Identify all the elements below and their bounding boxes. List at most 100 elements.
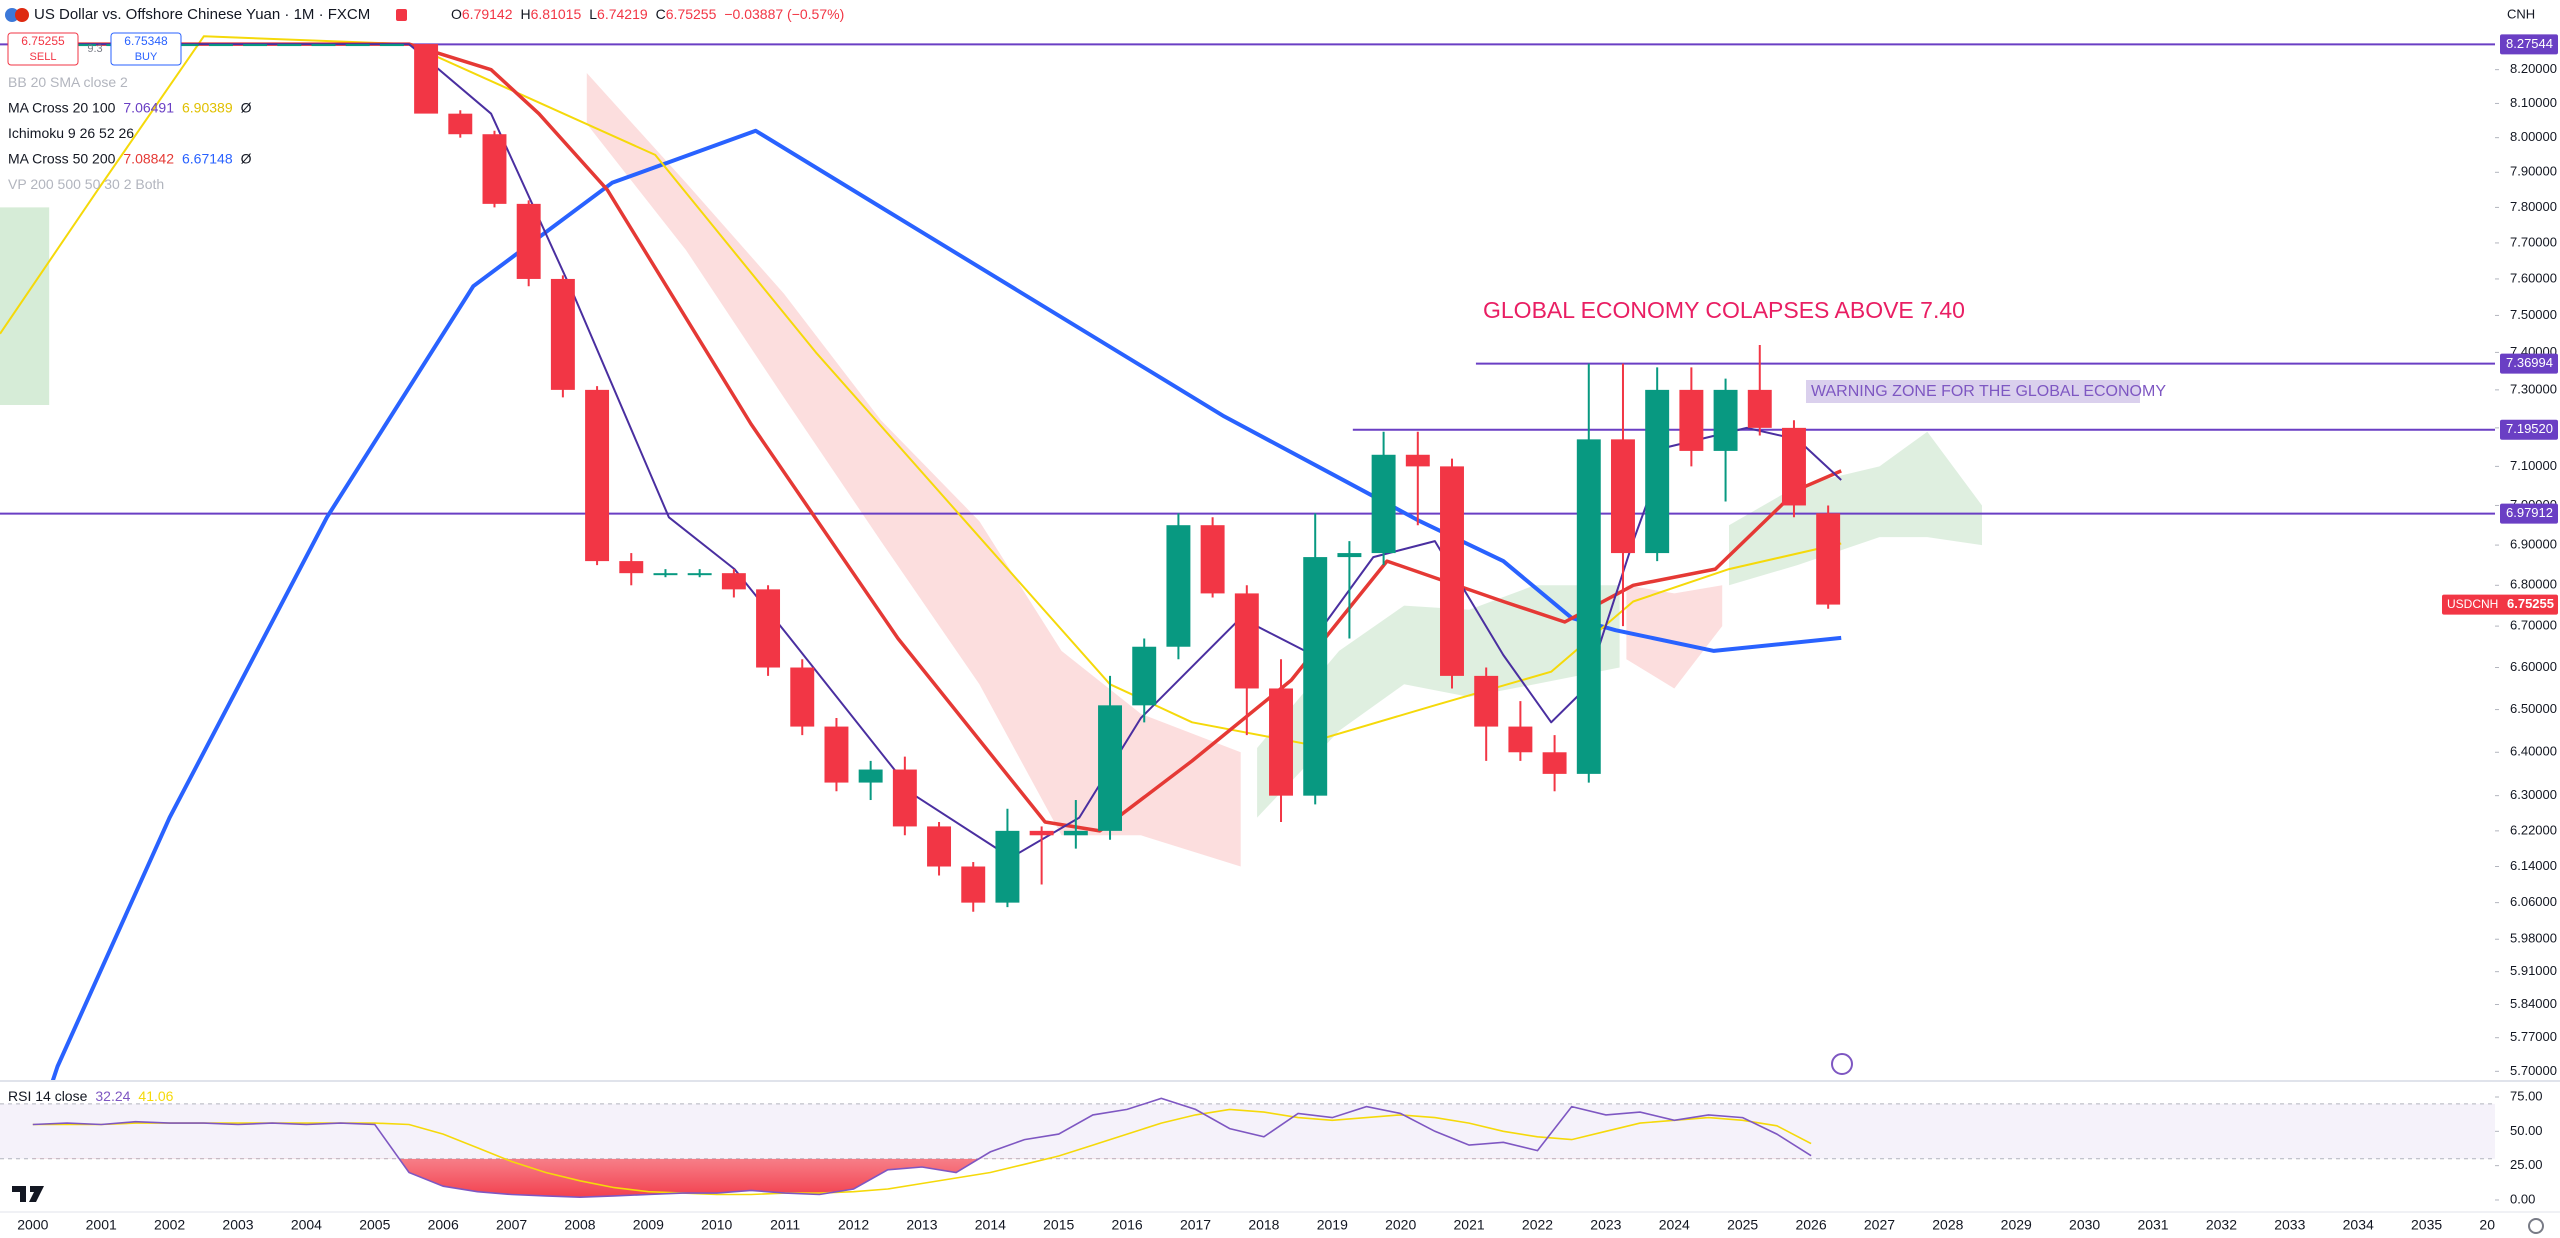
- indicator-legend[interactable]: BB 20 SMA close 2: [8, 74, 128, 90]
- y-tick-label: 6.40000: [2510, 744, 2557, 759]
- y-tick-label: 6.30000: [2510, 787, 2557, 802]
- candle-body: [1474, 675, 1499, 727]
- x-tick-label: 2008: [564, 1217, 595, 1233]
- x-tick-label: 2022: [1522, 1217, 1553, 1233]
- candle-body: [1645, 389, 1670, 554]
- y-tick-label: 5.91000: [2510, 963, 2557, 978]
- y-tick-label: 7.90000: [2510, 164, 2557, 179]
- sell-price[interactable]: 6.75255: [21, 34, 65, 48]
- annotation: WARNING ZONE FOR THE GLOBAL ECONOMY: [1811, 383, 2166, 400]
- ohlc-value: 6.74219: [597, 6, 648, 22]
- y-tick-label: 5.98000: [2510, 931, 2557, 946]
- x-tick-label: 2021: [1454, 1217, 1485, 1233]
- annotation-box: [1806, 380, 2140, 403]
- moving-average: [32, 42, 1842, 833]
- price-pane: GLOBAL ECONOMY COLAPSES ABOVE 7.40 WARNIN…: [0, 35, 2495, 1081]
- y-tick-label: 5.77000: [2510, 1029, 2557, 1044]
- x-tick-label: 2023: [1590, 1217, 1621, 1233]
- alert-icon[interactable]: [1831, 1053, 1853, 1075]
- x-tick-label: 2009: [633, 1217, 664, 1233]
- x-tick-label: 2000: [17, 1217, 48, 1233]
- last-price-symbol: USDCNH: [2447, 597, 2498, 611]
- x-tick-label: 2017: [1180, 1217, 1211, 1233]
- indicator-value: 7.08842: [123, 150, 174, 166]
- x-tick-label: 2012: [838, 1217, 869, 1233]
- x-tick-label: 2020: [1385, 1217, 1416, 1233]
- candle-body: [208, 44, 233, 47]
- candle-body: [345, 44, 370, 47]
- indicator-value: 7.06491: [123, 99, 174, 115]
- candle-body: [824, 726, 849, 783]
- y-tick-label: 7.70000: [2510, 234, 2557, 249]
- indicator-legend[interactable]: VP 200 500 50 30 2 Both: [8, 176, 164, 192]
- tv-logo: [12, 1186, 44, 1202]
- indicator-name: Ichimoku 9 26 52 26: [8, 125, 134, 141]
- sell-label[interactable]: SELL: [30, 51, 57, 63]
- candle-body: [311, 44, 336, 47]
- y-tick-label: 8.10000: [2510, 95, 2557, 110]
- candle-body: [961, 866, 986, 903]
- level-label-bg: [2500, 419, 2558, 440]
- ichimoku-cloud: [1729, 431, 1982, 586]
- candle-body: [1063, 830, 1088, 836]
- level-label: 7.19520: [2506, 421, 2553, 436]
- y-tick-label: 6.70000: [2510, 618, 2557, 633]
- candle-body: [1679, 389, 1704, 451]
- price-axis-bg: [2495, 0, 2560, 1238]
- x-tick-label: 2001: [86, 1217, 117, 1233]
- settings-icon[interactable]: [2528, 1218, 2544, 1234]
- level-label-bg: [2500, 353, 2558, 374]
- candle-body: [550, 278, 575, 390]
- candle-body: [482, 134, 507, 204]
- candle-body: [1713, 389, 1738, 451]
- y-tick-label: 6.60000: [2510, 659, 2557, 674]
- candle-body: [1269, 688, 1293, 796]
- x-tick-label: 2033: [2274, 1217, 2305, 1233]
- buy-button[interactable]: [110, 32, 182, 66]
- ohlc-label: C: [656, 6, 666, 22]
- candle-body: [414, 44, 439, 114]
- indicator-name: MA Cross 20 100: [8, 99, 116, 115]
- candle-body: [892, 769, 917, 827]
- y-tick-label: 6.50000: [2510, 701, 2557, 716]
- indicator-legend[interactable]: MA Cross 50 200 7.08842 6.67148 Ø: [8, 150, 252, 166]
- indicator-legend[interactable]: Ichimoku 9 26 52 26: [8, 125, 134, 141]
- buy-price[interactable]: 6.75348: [124, 34, 168, 48]
- indicator-name: BB 20 SMA close 2: [8, 74, 128, 90]
- symbol-title: US Dollar vs. Offshore Chinese Yuan · 1M…: [34, 6, 370, 23]
- rsi-title: RSI 14 close: [8, 1088, 88, 1104]
- flag-cnh: [15, 8, 29, 22]
- overlay: RSI 14 close 32.24 41.06 US Dollar vs. Offs…: [5, 6, 2544, 1234]
- candle-body: [756, 589, 781, 668]
- y-tick-label: 5.70000: [2510, 1063, 2557, 1078]
- candle-body: [858, 769, 883, 783]
- candle-body: [1816, 513, 1841, 605]
- x-tick-label: 2029: [2001, 1217, 2032, 1233]
- x-tick-label: 2018: [1248, 1217, 1279, 1233]
- y-tick-label: 7.80000: [2510, 199, 2557, 214]
- indicator-value: 6.67148: [182, 150, 233, 166]
- ohlc-value: 6.75255: [666, 6, 717, 22]
- x-tick-label: 2014: [975, 1217, 1006, 1233]
- x-tick-label: 2027: [1864, 1217, 1895, 1233]
- x-tick-label: 2030: [2069, 1217, 2100, 1233]
- ohlc-label: O: [451, 6, 462, 22]
- x-tick-label: 2013: [906, 1217, 937, 1233]
- candle-body: [1166, 525, 1191, 647]
- y-tick-label: 6.90000: [2510, 537, 2557, 552]
- rsi-oversold-fill: [32, 1158, 1812, 1198]
- sell-button[interactable]: [7, 32, 79, 66]
- candle-body: [1337, 553, 1362, 558]
- indicator-suffix: Ø: [241, 150, 252, 166]
- x-tick-label: 2002: [154, 1217, 185, 1233]
- y-tick-label: 7.50000: [2510, 307, 2557, 322]
- candle-body: [1234, 593, 1259, 689]
- x-tick-label: 2007: [496, 1217, 527, 1233]
- indicator-legend[interactable]: MA Cross 20 100 7.06491 6.90389 Ø: [8, 99, 252, 115]
- candle-body: [1200, 525, 1225, 594]
- candle-body: [1440, 466, 1464, 676]
- buy-label[interactable]: BUY: [135, 51, 158, 63]
